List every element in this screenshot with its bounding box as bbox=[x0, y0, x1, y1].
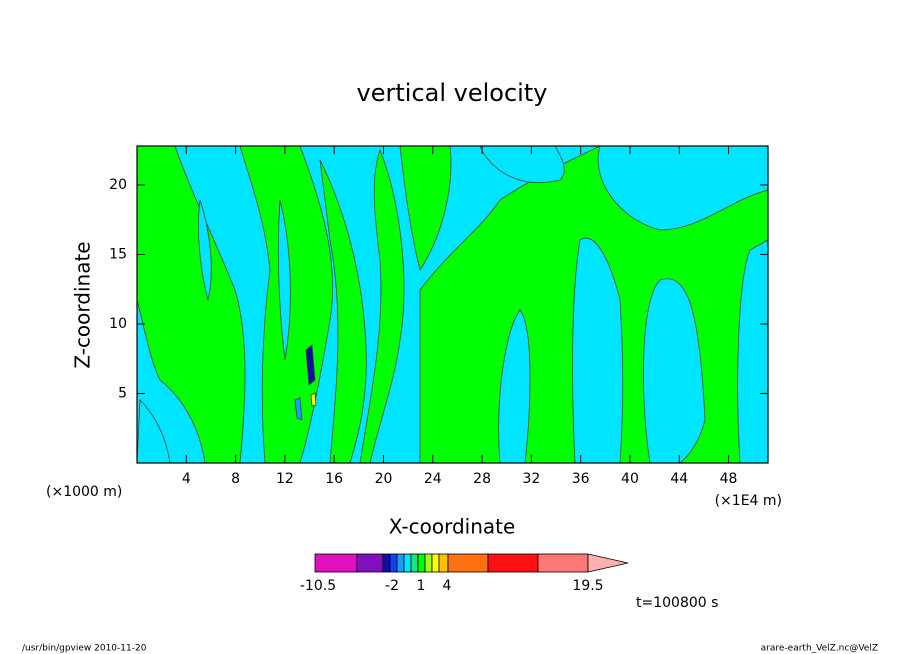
colorbar-segment bbox=[356, 553, 384, 573]
y-axis-label: Z-coordinate bbox=[71, 241, 95, 368]
colorbar-segment bbox=[396, 553, 405, 573]
y-tick-label: 20 bbox=[109, 177, 127, 193]
x-unit-right: (×1E4 m) bbox=[715, 493, 782, 509]
colorbar-segment bbox=[438, 553, 449, 573]
colorbar-label: -2 bbox=[385, 578, 399, 594]
colorbar-label: -10.5 bbox=[300, 578, 336, 594]
x-tick-label: 48 bbox=[720, 471, 738, 487]
x-tick-label: 36 bbox=[572, 471, 590, 487]
colorbar-segment bbox=[389, 553, 398, 573]
x-axis-label: X-coordinate bbox=[389, 515, 516, 539]
colorbar-segment bbox=[431, 553, 440, 573]
colorbar-segment bbox=[417, 553, 426, 573]
y-tick-label: 15 bbox=[109, 246, 127, 262]
colorbar-segment bbox=[537, 553, 589, 573]
chart-title: vertical velocity bbox=[357, 79, 548, 107]
x-tick-label: 32 bbox=[522, 471, 540, 487]
x-tick-label: 4 bbox=[182, 471, 191, 487]
x-tick-label: 44 bbox=[670, 471, 688, 487]
colorbar-segment bbox=[314, 553, 358, 573]
footer-left: /usr/bin/gpview 2010-11-20 bbox=[22, 644, 147, 654]
x-tick-label: 12 bbox=[276, 471, 294, 487]
x-tick-label: 40 bbox=[621, 471, 639, 487]
colorbar-extension bbox=[587, 553, 629, 573]
colorbar-label: 1 bbox=[417, 578, 426, 594]
y-tick-label: 10 bbox=[109, 316, 127, 332]
colorbar-segment bbox=[447, 553, 489, 573]
x-tick-label: 20 bbox=[375, 471, 393, 487]
colorbar-segment bbox=[410, 553, 419, 573]
colorbar-segment bbox=[424, 553, 433, 573]
colorbar-segment bbox=[403, 553, 412, 573]
colorbar-segment bbox=[382, 553, 391, 573]
x-unit-left: (×1000 m) bbox=[46, 484, 122, 500]
x-tick-label: 24 bbox=[424, 471, 442, 487]
y-tick-label: 5 bbox=[118, 385, 127, 401]
x-tick-label: 8 bbox=[231, 471, 240, 487]
colorbar-segment bbox=[487, 553, 539, 573]
colorbar-label: 19.5 bbox=[572, 578, 603, 594]
plot-frame bbox=[136, 145, 769, 464]
time-label: t=100800 s bbox=[636, 595, 718, 611]
footer-right: arare-earth_VelZ.nc@VelZ bbox=[761, 644, 878, 654]
x-tick-label: 28 bbox=[473, 471, 491, 487]
x-tick-label: 16 bbox=[325, 471, 343, 487]
colorbar-label: 4 bbox=[443, 578, 452, 594]
contour-field bbox=[137, 146, 768, 463]
